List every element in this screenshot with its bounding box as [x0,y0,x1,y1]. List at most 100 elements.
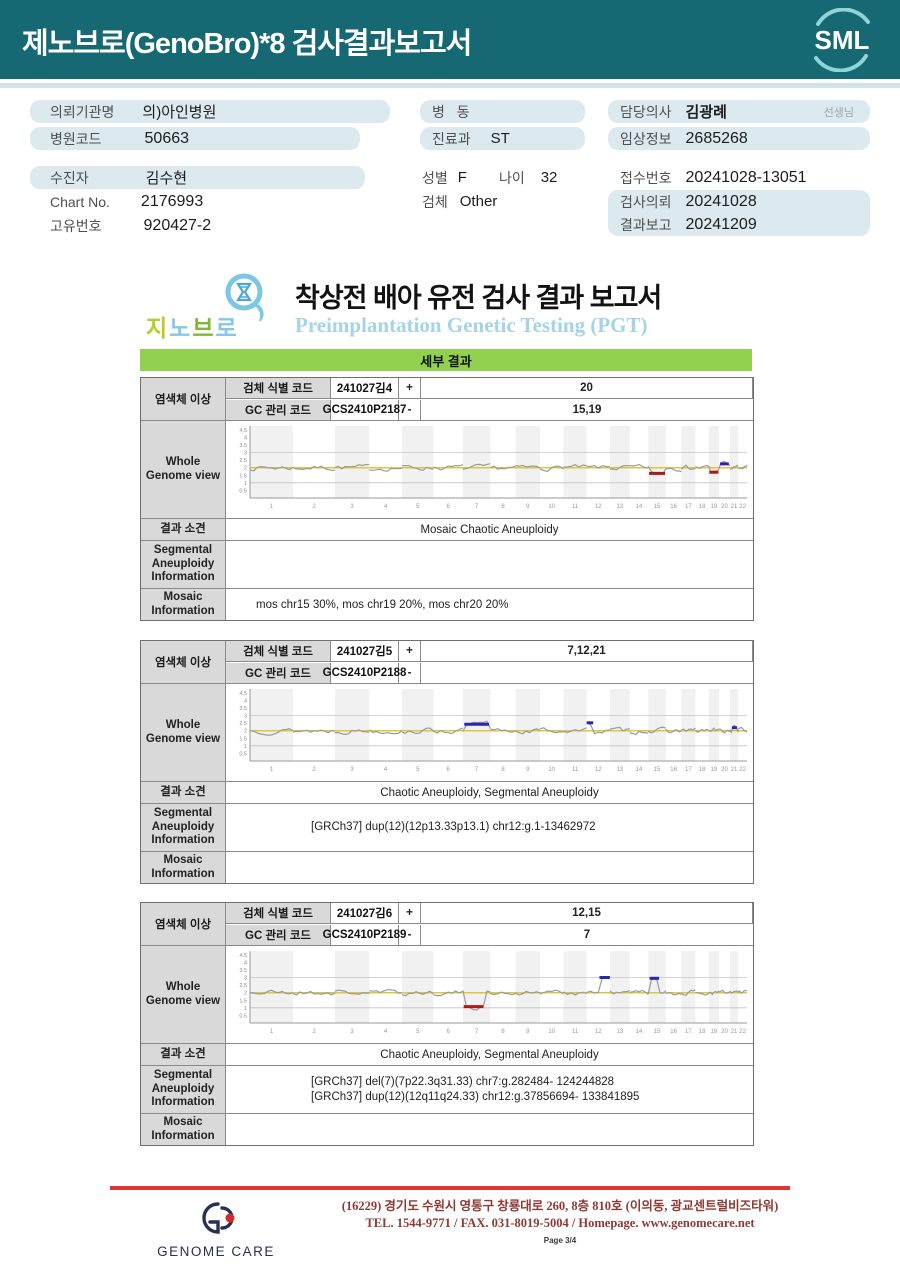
svg-text:11: 11 [572,504,579,510]
svg-text:12: 12 [595,1029,602,1035]
svg-text:14: 14 [636,504,643,510]
wgv-chart-svg: 0.511.522.533.544.51 2 3 4 5 6 7 8 9 10 11 12 13 14 15… [239,426,748,510]
logo-char: 로 [215,315,239,341]
svg-text:18: 18 [699,1029,706,1035]
sample-code-value: 241027김4 [331,378,399,399]
svg-text:10: 10 [548,504,555,510]
field-value: 920427-2 [143,216,212,234]
result-block-1: 검체 식별 코드 241027김4 염색체 이상 + 20 GC 관리 코드 G… [140,377,754,621]
result-value: Chaotic Aneuploidy, Segmental Aneuploidy [380,1048,599,1061]
result-block-2: 검체 식별 코드 241027김5 염색체 이상 + 7,12,21 GC 관리… [140,640,754,884]
svg-text:3: 3 [350,504,354,510]
sample-code-label: 검체 식별 코드 [226,903,331,924]
svg-text:1: 1 [244,1006,247,1012]
svg-text:4.5: 4.5 [239,428,247,434]
gc-code-value: GCS2410P2188 [323,662,406,684]
loss-sign: - [399,924,421,946]
whole-genome-row: Whole Genome view 0.5 1 1.5 2 2.5 3 3.5 4 4.5 1 2 3… [141,421,753,519]
svg-text:17: 17 [685,767,692,773]
gain-value: 20 [421,378,753,399]
field-label: 의뢰기관명 [50,103,115,120]
chromosome-abnormality-label: 염색체 이상 [141,378,226,421]
result-opinion-row: 결과 소견 Chaotic Aneuploidy, Segmental Aneu… [141,782,753,804]
loss-value [421,663,753,684]
wgv-chart-svg: 0.511.522.533.544.51 2 3 4 5 6 7 8 9 10 11 12 13 14 15… [239,689,748,773]
svg-text:19: 19 [711,504,718,510]
svg-text:4.5: 4.5 [239,953,247,959]
field-unique-no: 고유번호 920427-2 [30,214,365,237]
genome-care-logo: GENOME CARE [136,1198,296,1259]
pgt-title-korean: 착상전 배아 유전 검사 결과 보고서 [295,283,662,313]
svg-text:4: 4 [384,1029,388,1035]
svg-text:2: 2 [312,767,316,773]
result-label: 결과 소견 [141,519,226,540]
svg-text:12: 12 [595,504,602,510]
svg-text:4: 4 [384,767,388,773]
svg-text:14: 14 [636,767,643,773]
field-value: 김광례 [685,104,727,121]
svg-text:15: 15 [654,1029,661,1035]
svg-text:0.5: 0.5 [239,1013,247,1019]
field-label: 임상정보 [620,130,672,147]
field-label: 담당의사 [620,103,672,120]
svg-text:0.5: 0.5 [239,751,247,757]
svg-text:17: 17 [685,1029,692,1035]
field-value: Other [459,193,498,210]
field-label: 검사의뢰 [620,193,672,210]
block-header-table: 검체 식별 코드 241027김6 염색체 이상 + 12,15 GC 관리 코… [141,903,753,946]
svg-text:1: 1 [270,767,274,773]
sample-code-value: 241027김6 [331,903,399,924]
result-label: 결과 소견 [141,782,226,803]
svg-text:22: 22 [739,504,746,510]
svg-text:19: 19 [711,767,718,773]
wgv-label: Whole Genome view [141,946,226,1043]
mosaic-value [226,1114,753,1145]
field-value: 20241028-13051 [685,168,807,186]
svg-text:SML: SML [815,25,870,55]
svg-text:3: 3 [350,767,354,773]
svg-text:3: 3 [244,976,247,982]
field-value: 2176993 [140,192,204,210]
footer-contact-line: TEL. 1544-9771 / FAX. 031-8019-5004 / Ho… [365,1216,755,1230]
svg-text:2: 2 [312,1029,316,1035]
mosaic-row: Mosaic Information mos chr15 30%, mos ch… [141,589,753,620]
wgv-chart: 0.5 1 1.5 2 2.5 3 3.5 4 4.5 1 2 3 4 5 6 7 8 9 10 11 12 13 14 15… [226,946,753,1043]
section-title: 세부 결과 [420,353,472,369]
field-patient-name: 수진자 김수현 [30,166,365,189]
field-specimen: 검체 Other [420,190,660,213]
field-value: 의)아인병원 [142,104,217,121]
svg-text:11: 11 [572,767,579,773]
svg-text:5: 5 [416,504,420,510]
report-header: 제노브로(GenoBro)*8 검사결과보고서 SML [0,0,900,79]
field-value: ST [490,130,510,147]
loss-sign: - [399,662,421,684]
svg-text:1: 1 [270,1029,274,1035]
chromosome-abnormality-label: 염색체 이상 [141,641,226,684]
svg-text:4: 4 [244,960,247,966]
svg-text:13: 13 [616,504,623,510]
svg-text:4.5: 4.5 [239,691,247,697]
result-block-3: 검체 식별 코드 241027김6 염색체 이상 + 12,15 GC 관리 코… [140,902,754,1146]
svg-text:21: 21 [731,767,738,773]
svg-text:1.5: 1.5 [239,736,247,742]
svg-text:1: 1 [270,504,274,510]
gc-code-value: GCS2410P2187 [323,399,406,421]
footer-address: (16229) 경기도 수원시 영통구 창룡대로 260, 8층 810호 (이… [320,1198,800,1232]
logo-char: 브 [192,315,216,341]
result-opinion-row: 결과 소견 Mosaic Chaotic Aneuploidy [141,519,753,541]
segmental-label: Segmental Aneuploidy Information [141,541,226,588]
segmental-row: Segmental Aneuploidy Information [GRCh37… [141,1066,753,1114]
logo-char: 노 [169,315,193,341]
svg-text:20: 20 [721,767,728,773]
loss-value: 7 [421,925,753,946]
block-header-table: 검체 식별 코드 241027김5 염색체 이상 + 7,12,21 GC 관리… [141,641,753,684]
chromosome-abnormality-label: 염색체 이상 [141,903,226,946]
field-label: 결과보고 [620,216,672,233]
svg-text:1.5: 1.5 [239,998,247,1004]
mosaic-label: Mosaic Information [141,589,226,620]
svg-text:20: 20 [721,1029,728,1035]
field-label: 진료과 [432,130,471,147]
svg-text:14: 14 [636,1029,643,1035]
field-clinical-info: 임상정보 2685268 [608,127,870,150]
svg-text:18: 18 [699,767,706,773]
